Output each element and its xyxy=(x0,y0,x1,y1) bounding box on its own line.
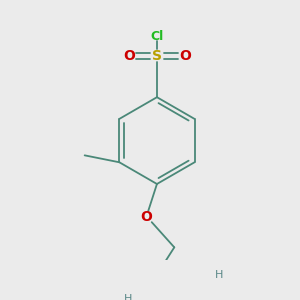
Text: O: O xyxy=(179,49,191,62)
Text: O: O xyxy=(141,210,152,224)
Text: S: S xyxy=(152,49,162,62)
Text: H: H xyxy=(215,270,224,280)
Text: O: O xyxy=(123,49,135,62)
Text: Cl: Cl xyxy=(150,30,164,43)
Text: H: H xyxy=(124,294,133,300)
